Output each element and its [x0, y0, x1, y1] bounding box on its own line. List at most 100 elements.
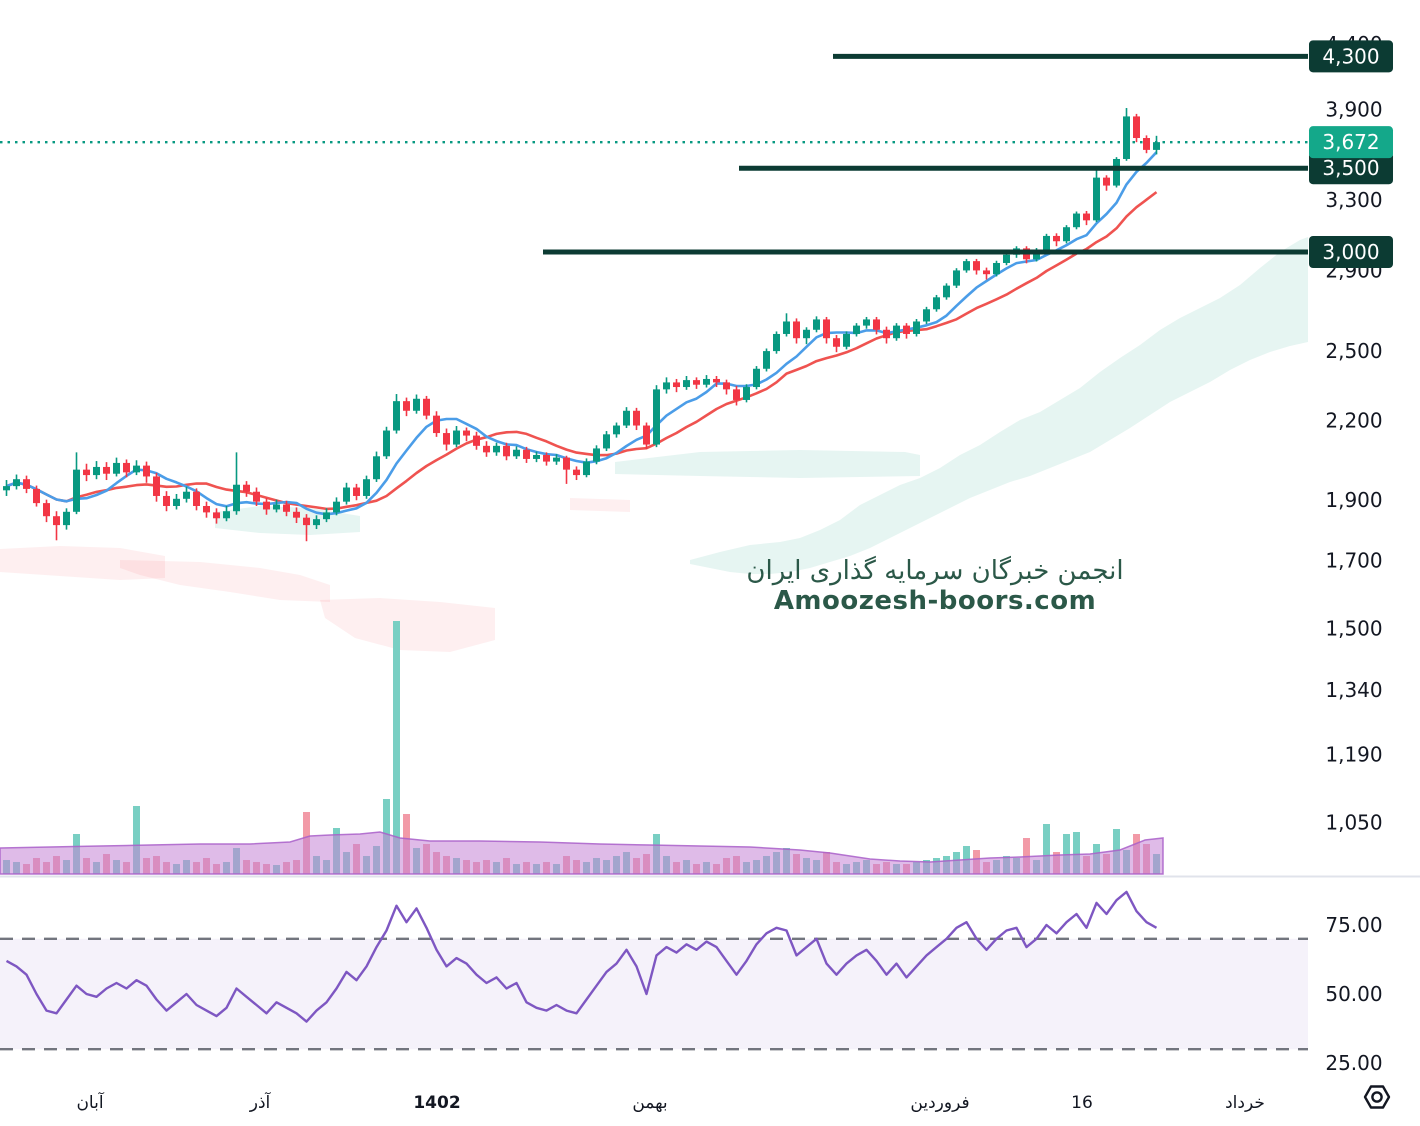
time-label-آبان: آبان: [76, 1091, 104, 1113]
price-axis[interactable]: 4,4003,9003,3002,9002,5002,2001,9001,700…: [1309, 32, 1393, 1075]
current-price-badge: [1309, 126, 1393, 159]
level-4300-badge: [1309, 40, 1393, 73]
candle-body: [383, 430, 390, 457]
candle-body: [603, 434, 610, 449]
candle-body: [443, 433, 450, 445]
candle-body: [863, 319, 870, 326]
candle-body: [313, 519, 320, 526]
candle-body: [453, 430, 460, 445]
candle-body: [13, 479, 20, 487]
candle-body: [1033, 250, 1040, 260]
level-3500-badge-label: 3,500: [1322, 156, 1379, 180]
candle-body: [783, 321, 790, 334]
candle-body: [693, 380, 700, 385]
candle-body: [843, 333, 850, 347]
candle-body: [393, 401, 400, 431]
candle-body: [1103, 177, 1110, 186]
candle-body: [873, 319, 880, 330]
candle-body: [63, 511, 70, 526]
candle-body: [703, 378, 710, 385]
candle-body: [503, 445, 510, 457]
volume-bar: [1073, 832, 1080, 874]
candle-body: [1143, 138, 1150, 150]
candle-body: [83, 469, 90, 476]
candle-body: [493, 445, 500, 453]
ma-slow-line: [6, 191, 1158, 511]
current-price-badge-label: 3,672: [1322, 130, 1379, 154]
candle-body: [913, 321, 920, 334]
time-label-خرداد: خرداد: [1225, 1093, 1265, 1113]
price-tick-2500: 2,500: [1325, 339, 1382, 363]
candle-body: [963, 261, 970, 271]
time-axis[interactable]: آبان آذر 1402 بهمن فروردین 16 خرداد: [76, 1091, 1264, 1113]
volume-bar: [1063, 834, 1070, 874]
candle-body: [1053, 235, 1060, 242]
price-tick-1190: 1,190: [1325, 743, 1382, 767]
hexagon-logo-icon[interactable]: [1362, 1083, 1392, 1111]
candle-body: [153, 476, 160, 496]
candle-body: [323, 512, 330, 520]
price-level-lines[interactable]: [543, 53, 1308, 255]
candle-body: [563, 457, 570, 470]
candle-body: [463, 430, 470, 436]
candle-body: [163, 495, 170, 506]
candle-body: [303, 517, 310, 526]
candle-body: [1093, 177, 1100, 221]
candle-body: [853, 325, 860, 334]
candle-body: [143, 465, 150, 477]
time-label-آذر: آذر: [249, 1091, 272, 1113]
candle-body: [473, 435, 480, 446]
candle-body: [123, 462, 130, 473]
candle-body: [1113, 158, 1120, 186]
candle-body: [723, 382, 730, 390]
candle-body: [943, 285, 950, 298]
candle-body: [543, 454, 550, 462]
candle-body: [663, 382, 670, 390]
candle-body: [433, 415, 440, 434]
price-tick-1050: 1,050: [1325, 811, 1382, 835]
candle-body: [613, 425, 620, 435]
candle-body: [263, 501, 270, 510]
ichimoku-clouds: [0, 237, 1308, 652]
candle-body: [633, 410, 640, 426]
candle-body: [243, 484, 250, 492]
candle-body: [1083, 213, 1090, 221]
price-tick-3900: 3,900: [1325, 97, 1382, 121]
candle-body: [133, 465, 140, 473]
candle-body: [1043, 235, 1050, 251]
candle-body: [883, 329, 890, 339]
candle-body: [333, 501, 340, 513]
candle-body: [213, 512, 220, 519]
level-3500-badge: [1309, 152, 1393, 185]
price-tick-2200: 2,200: [1325, 409, 1382, 433]
candle-body: [1123, 116, 1130, 159]
candle-body: [1133, 116, 1140, 139]
volume-bar: [1043, 824, 1050, 874]
candle-body: [343, 487, 350, 502]
candle-body: [533, 454, 540, 459]
rsi-band: [0, 938, 1308, 1050]
candle-body: [173, 498, 180, 506]
candle-body: [93, 466, 100, 476]
time-label-1402: 1402: [413, 1093, 460, 1113]
volume-bar: [133, 806, 140, 874]
candle-body: [363, 479, 370, 496]
candle-body: [933, 297, 940, 310]
candle-body: [743, 387, 750, 400]
candle-body: [903, 325, 910, 334]
candle-body: [23, 479, 30, 489]
candle-body: [653, 389, 660, 445]
candle-body: [113, 462, 120, 474]
level-3000-badge-label: 3,000: [1322, 240, 1379, 264]
candle-body: [753, 368, 760, 388]
candle-body: [1003, 254, 1010, 263]
candle-body: [803, 329, 810, 339]
candle-body: [773, 333, 780, 352]
candle-body: [1063, 227, 1070, 242]
time-label-فروردین: فروردین: [910, 1093, 969, 1113]
candle-body: [403, 401, 410, 411]
price-tick-1500: 1,500: [1325, 617, 1382, 641]
candle-body: [413, 398, 420, 411]
